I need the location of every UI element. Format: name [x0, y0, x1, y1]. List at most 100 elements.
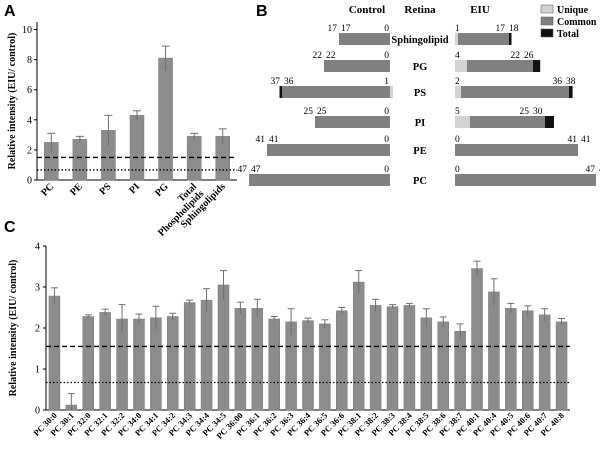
c-bar — [471, 268, 483, 411]
b-eiu-total-bar — [533, 60, 541, 72]
b-control-total-marker — [279, 86, 282, 98]
b-eiu-total-value: 30 — [533, 107, 543, 117]
b-eiu-common-value: 25 — [520, 107, 530, 117]
b-eiu-common-bar — [455, 174, 596, 186]
b-control-common-value: 36 — [284, 77, 294, 87]
b-control-unique-value: 0 — [384, 107, 389, 117]
c-y-tick-label: 3 — [35, 283, 40, 294]
a-category-label-line: PG — [153, 181, 171, 199]
b-control-total-value: 22 — [313, 51, 323, 61]
c-bar — [454, 331, 466, 411]
a-y-tick-label: 8 — [27, 55, 32, 66]
c-bar — [437, 321, 449, 411]
c-bar — [200, 299, 213, 411]
b-legend-label-unique: Unique — [557, 5, 589, 16]
c-bar — [420, 317, 433, 411]
b-eiu-total-bar — [569, 86, 573, 98]
b-control-common-bar — [339, 33, 390, 45]
b-eiu-unique-value: 5 — [455, 107, 460, 117]
c-bar — [488, 291, 500, 411]
b-legend-label-total: Total — [557, 29, 579, 40]
c-bar — [251, 308, 264, 411]
c-bar — [183, 302, 196, 411]
c-bar — [133, 318, 145, 411]
b-eiu-unique-value: 4 — [455, 51, 460, 61]
a-y-tick-label: 2 — [27, 145, 32, 156]
b-legend-swatch-total — [540, 28, 554, 38]
b-eiu-common-value: 36 — [553, 77, 563, 87]
a-y-tick-label: 0 — [27, 176, 32, 187]
a-y-axis-label: Relative intensity (EIU/ control) — [7, 33, 18, 170]
c-bar — [150, 317, 162, 411]
b-control-common-value: 17 — [341, 24, 351, 34]
c-bar — [403, 305, 416, 411]
b-control-total-value: 41 — [256, 135, 266, 145]
b-control-common-bar — [282, 86, 390, 98]
b-eiu-total-value: 26 — [524, 51, 534, 61]
b-eiu-unique-value: 0 — [455, 165, 460, 175]
b-control-common-value: 22 — [326, 51, 336, 61]
c-bar — [319, 323, 331, 411]
c-y-tick-label: 2 — [35, 324, 40, 335]
b-eiu-common-value: 17 — [496, 24, 506, 34]
a-y-tick-label: 6 — [27, 85, 32, 96]
b-control-common-bar — [249, 174, 390, 186]
a-bar — [158, 57, 173, 181]
b-legend-swatch-common — [540, 16, 554, 26]
b-control-unique-value: 0 — [384, 165, 389, 175]
a-category-label-line: PC — [39, 181, 56, 198]
b-row-label: PE — [413, 146, 426, 157]
panel-a-chart: 0 2 4 6 8 10 Relative intensity (EIU/ control)… — [7, 22, 237, 239]
a-category-label: PI — [127, 181, 142, 196]
c-bar — [82, 316, 95, 411]
b-eiu-common-value: 41 — [568, 135, 578, 145]
c-bar — [48, 295, 61, 411]
b-legend-swatch-unique — [540, 4, 554, 14]
c-bar — [234, 308, 247, 411]
c-y-axis-label: Relative intensity (EIU/ control) — [8, 260, 19, 397]
b-eiu-common-bar — [470, 116, 545, 128]
b-control-unique-value: 1 — [384, 77, 389, 87]
b-control-total-value: 17 — [328, 24, 338, 34]
b-control-common-value: 41 — [269, 135, 279, 145]
c-bar — [167, 316, 179, 411]
c-bar — [369, 305, 382, 411]
c-bar — [302, 320, 314, 411]
b-eiu-common-value: 22 — [511, 51, 521, 61]
b-row-label: PI — [415, 118, 426, 129]
b-control-unique-value: 0 — [384, 51, 389, 61]
a-category-label: PE — [68, 181, 85, 198]
b-eiu-total-value: 18 — [509, 24, 519, 34]
a-category-label: PS — [98, 181, 114, 197]
c-bar — [99, 312, 111, 411]
b-eiu-unique-bar — [455, 116, 470, 128]
b-control-common-value: 47 — [251, 165, 261, 175]
c-bar — [217, 284, 230, 411]
b-header-eiu: EIU — [470, 4, 490, 16]
b-eiu-total-bar — [545, 116, 554, 128]
c-bar — [521, 310, 534, 411]
b-row-label: Sphingolipid — [391, 35, 448, 46]
b-control-unique-value: 0 — [384, 135, 389, 145]
panel-c-letter: C — [4, 219, 16, 236]
b-eiu-unique-bar — [455, 33, 458, 45]
b-eiu-unique-value: 0 — [455, 135, 460, 145]
a-category-label: PC — [39, 181, 56, 198]
b-eiu-unique-value: 1 — [455, 24, 460, 34]
b-header-control: Control — [349, 4, 385, 16]
a-y-tick-label: 10 — [22, 25, 32, 36]
b-control-common-value: 25 — [317, 107, 327, 117]
c-bar — [555, 321, 568, 411]
b-control-total-value: 25 — [304, 107, 314, 117]
b-control-unique-value: 0 — [384, 24, 389, 34]
b-eiu-total-value: 38 — [566, 77, 576, 87]
c-bar — [505, 308, 517, 411]
b-control-unique-bar — [390, 86, 393, 98]
b-row-label: PS — [414, 88, 426, 99]
c-y-tick-label: 0 — [35, 406, 40, 417]
c-bar — [336, 310, 348, 411]
b-eiu-common-bar — [455, 144, 578, 156]
a-category-label-line: PE — [68, 181, 85, 198]
